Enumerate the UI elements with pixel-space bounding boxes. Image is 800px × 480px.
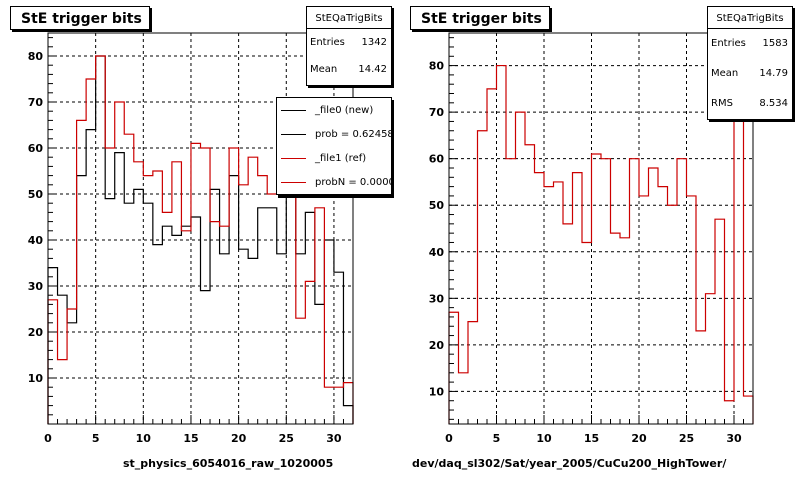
- left-stats-name: StEQaTrigBits: [315, 13, 383, 24]
- left-histogram-plot: 0 5 10 15 20 25 30 10 20 30 40 50 60 70 80: [28, 32, 354, 445]
- right-x-tick-label-15: 15: [584, 432, 599, 445]
- legend-entry-file1: _file1 (ref): [277, 146, 391, 170]
- right-stats-rms-value: 8.534: [759, 98, 788, 109]
- left-x-tick-label-5: 5: [92, 432, 100, 445]
- legend-label-file1: _file1 (ref): [315, 152, 367, 164]
- legend-line-file0: [281, 109, 306, 111]
- left-title-text: StE trigger bits: [21, 11, 142, 27]
- legend-line-file1: [281, 157, 306, 159]
- legend-line-prob: [281, 133, 306, 135]
- right-stats-mean-value: 14.79: [759, 68, 788, 79]
- left-y-tick-label-20: 20: [28, 326, 44, 339]
- left-x-tick-label-20: 20: [231, 432, 247, 445]
- left-y-tick-label-60: 60: [28, 142, 44, 155]
- left-stats-box: StEQaTrigBits Entries 1342 Mean 14.42: [306, 6, 392, 86]
- right-stats-rms-label: RMS: [711, 98, 733, 109]
- right-x-tick-label-10: 10: [536, 432, 552, 445]
- right-y-tick-label-70: 70: [429, 106, 445, 119]
- right-stats-mean-row: Mean 14.79: [708, 59, 792, 89]
- legend-label-probn: probN = 0.00006: [315, 176, 391, 188]
- left-y-tick-label-40: 40: [28, 234, 44, 247]
- right-y-tick-label-80: 80: [429, 60, 445, 73]
- left-stats-entries-value: 1342: [361, 36, 387, 48]
- left-stats-mean-value: 14.42: [358, 63, 387, 75]
- left-x-axis-title: st_physics_6054016_raw_1020005: [123, 457, 334, 470]
- right-stats-entries-label: Entries: [711, 38, 746, 49]
- legend-entry-file0: _file0 (new): [277, 98, 391, 122]
- right-stats-entries-row: Entries 1583: [708, 29, 792, 59]
- right-series-series-0: [448, 64, 754, 424]
- left-stats-entries-label: Entries: [310, 36, 345, 48]
- legend-entry-probn: probN = 0.00006: [277, 170, 391, 194]
- left-y-tick-label-70: 70: [28, 96, 44, 109]
- right-stats-box: StEQaTrigBits Entries 1583 Mean 14.79 RM…: [707, 6, 793, 120]
- left-x-tick-label-10: 10: [136, 432, 152, 445]
- left-series-file1-ref: [47, 55, 354, 424]
- left-legend: _file0 (new) prob = 0.624581 _file1 (ref…: [276, 97, 392, 195]
- legend-label-file0: _file0 (new): [315, 104, 374, 116]
- right-stats-mean-label: Mean: [711, 68, 739, 79]
- legend-label-prob: prob = 0.624581: [315, 128, 392, 140]
- left-panel-title: StE trigger bits: [10, 6, 150, 30]
- right-y-tick-label-10: 10: [429, 385, 445, 398]
- right-x-tick-label-5: 5: [493, 432, 501, 445]
- right-x-tick-label-30: 30: [726, 432, 742, 445]
- right-x-axis-title: dev/daq_sl302/Sat/year_2005/CuCu200_High…: [412, 457, 727, 470]
- right-stats-rms-row: RMS 8.534: [708, 89, 792, 119]
- left-x-tick-label-25: 25: [279, 432, 294, 445]
- left-x-tick-label-30: 30: [326, 432, 342, 445]
- right-y-tick-label-30: 30: [429, 292, 445, 305]
- left-stats-mean-label: Mean: [310, 63, 338, 75]
- right-y-tick-label-40: 40: [429, 246, 445, 259]
- right-x-tick-label-0: 0: [445, 432, 453, 445]
- left-stats-entries-row: Entries 1342: [307, 29, 391, 56]
- right-stats-name: StEQaTrigBits: [716, 13, 784, 24]
- right-histogram-plot: 0 5 10 15 20 25 30 10 20 30 40 50 60 70 80: [429, 32, 754, 445]
- right-stats-entries-value: 1583: [762, 38, 788, 49]
- left-y-tick-label-80: 80: [28, 50, 44, 63]
- right-panel-title: StE trigger bits: [410, 6, 550, 30]
- left-stats-mean-row: Mean 14.42: [307, 56, 391, 83]
- left-y-tick-label-50: 50: [28, 188, 44, 201]
- left-x-tick-label-15: 15: [183, 432, 198, 445]
- right-y-tick-label-50: 50: [429, 199, 445, 212]
- left-y-tick-label-30: 30: [28, 280, 44, 293]
- legend-line-probn: [281, 181, 306, 183]
- right-title-text: StE trigger bits: [421, 11, 542, 27]
- right-y-tick-label-60: 60: [429, 153, 445, 166]
- right-y-tick-label-20: 20: [429, 339, 445, 352]
- left-x-tick-label-0: 0: [44, 432, 52, 445]
- right-x-tick-label-20: 20: [631, 432, 647, 445]
- legend-entry-prob: prob = 0.624581: [277, 122, 391, 146]
- right-x-tick-label-25: 25: [679, 432, 694, 445]
- right-plot-area: [449, 33, 753, 424]
- left-y-tick-label-10: 10: [28, 372, 44, 385]
- left-series-file0-new: [47, 55, 354, 424]
